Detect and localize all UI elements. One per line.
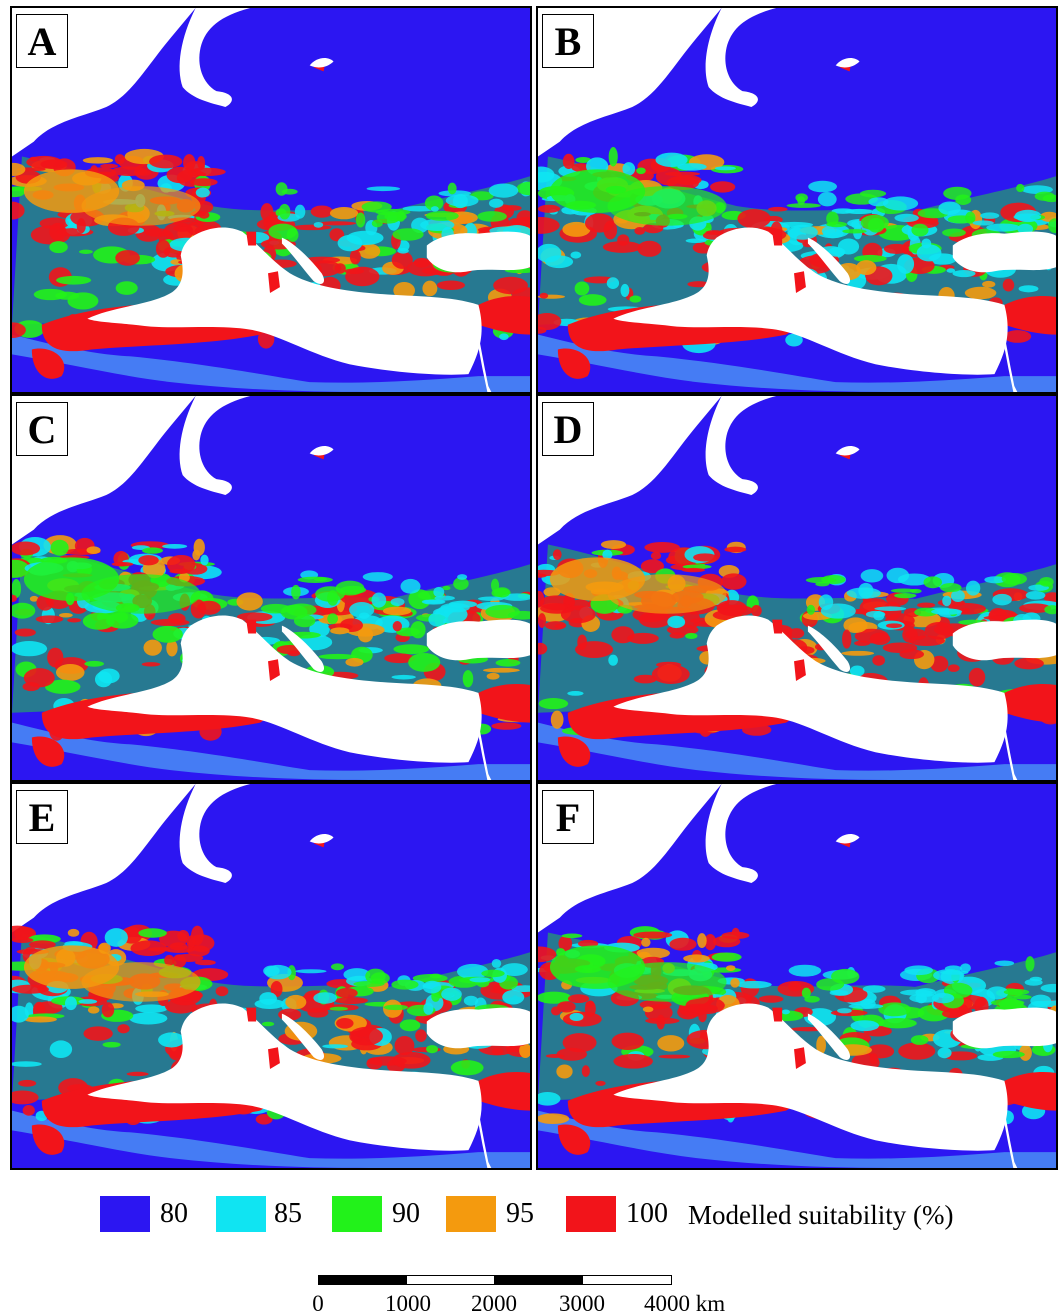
map-panel-d: D (536, 394, 1058, 782)
legend: 80 85 90 95 100 Modelled suitability (%) (0, 1196, 1062, 1246)
scale-segment-1 (318, 1275, 408, 1285)
legend-swatch-80 (100, 1196, 150, 1232)
scale-tick-4000: 4000 km (644, 1291, 726, 1316)
panel-label: B (542, 14, 594, 68)
panel-label: F (542, 790, 594, 844)
scale-tick-1000: 1000 (385, 1291, 431, 1316)
legend-label-100: 100 (626, 1198, 668, 1229)
suitability-map (538, 784, 1056, 1168)
scale-tick-3000: 3000 (559, 1291, 605, 1316)
panel-label: A (16, 14, 68, 68)
map-panel-f: F (536, 782, 1058, 1170)
legend-label-95: 95 (506, 1198, 534, 1229)
scale-segment-3 (494, 1275, 584, 1285)
legend-swatch-100 (566, 1196, 616, 1232)
map-panel-a: A (10, 6, 532, 394)
scale-tick-0: 0 (312, 1291, 324, 1316)
legend-label-80: 80 (160, 1198, 188, 1229)
scale-segment-2 (406, 1275, 496, 1285)
suitability-map (538, 8, 1056, 392)
suitability-map (538, 396, 1056, 780)
scale-bar: 0 1000 2000 3000 4000 km (0, 1268, 1062, 1316)
panel-label: E (16, 790, 68, 844)
suitability-map (12, 396, 530, 780)
panel-label: D (542, 402, 594, 456)
scale-segment-4 (582, 1275, 672, 1285)
map-panel-c: C (10, 394, 532, 782)
suitability-map (12, 784, 530, 1168)
legend-swatch-85 (216, 1196, 266, 1232)
suitability-map (12, 8, 530, 392)
legend-label-85: 85 (274, 1198, 302, 1229)
legend-label-90: 90 (392, 1198, 420, 1229)
map-panel-e: E (10, 782, 532, 1170)
scale-tick-2000: 2000 (471, 1291, 517, 1316)
map-panel-b: B (536, 6, 1058, 394)
legend-swatch-90 (332, 1196, 382, 1232)
panel-label: C (16, 402, 68, 456)
legend-swatch-95 (446, 1196, 496, 1232)
legend-title: Modelled suitability (%) (688, 1200, 954, 1230)
